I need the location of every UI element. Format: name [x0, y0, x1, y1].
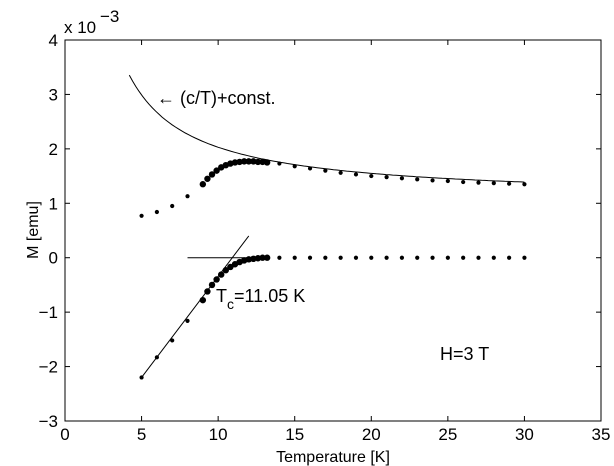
data-point [369, 173, 374, 179]
data-point [491, 255, 496, 260]
data-point [204, 288, 211, 295]
x-tick-label: 0 [60, 425, 69, 444]
data-point [185, 194, 190, 199]
field-annotation: H=3 T [440, 344, 489, 364]
data-point [292, 255, 297, 260]
data-point [369, 255, 374, 260]
data-point [384, 255, 389, 260]
data-point [338, 170, 343, 175]
tc-symbol: T [216, 286, 227, 306]
curve-annotation: ← (c/T)+const. [157, 88, 276, 108]
x-tick-label: 35 [592, 425, 611, 444]
x-tick-label: 10 [209, 425, 228, 444]
data-point [139, 213, 144, 218]
data-point [338, 255, 343, 260]
x-tick-label: 5 [137, 425, 146, 444]
data-point [222, 267, 229, 274]
data-point [208, 281, 216, 289]
data-point [292, 164, 297, 169]
data-point [204, 175, 211, 182]
data-point [199, 296, 207, 304]
y-tick-label: 1 [49, 194, 58, 213]
data-point [461, 179, 466, 185]
data-point [170, 203, 175, 209]
y-multiplier-label: x 10 [64, 18, 96, 37]
data-point [445, 255, 450, 260]
x-tick-label: 15 [285, 425, 304, 444]
y-tick-label: −2 [39, 358, 58, 377]
x-tick-label: 25 [438, 425, 457, 444]
data-point [430, 255, 435, 260]
y-tick-label: 3 [49, 85, 58, 104]
data-point [491, 181, 496, 186]
data-point [154, 209, 159, 215]
data-point [185, 318, 190, 323]
data-point [399, 255, 405, 260]
tc-annotation: Tc=11.05 K [216, 286, 305, 312]
data-point [399, 176, 405, 181]
data-point [208, 171, 216, 178]
data-points [139, 158, 527, 380]
fit-curve-c-over-t [128, 74, 525, 183]
y-tick-labels: −3 −2 −1 0 1 2 3 4 [39, 31, 58, 431]
data-point [415, 255, 420, 260]
x-axis-label: Temperature [K] [276, 449, 390, 466]
series-2 [139, 254, 527, 380]
tc-value: =11.05 K [234, 286, 305, 306]
data-point [522, 255, 527, 260]
data-point [199, 181, 207, 188]
data-point [323, 168, 328, 173]
data-point [213, 167, 220, 174]
data-point [476, 180, 481, 185]
data-point [259, 254, 266, 261]
y-multiplier-exponent: −3 [100, 7, 119, 26]
y-tick-label: 2 [49, 140, 58, 159]
y-tick-label: 4 [49, 31, 58, 50]
data-point [307, 166, 313, 171]
data-point [476, 255, 481, 260]
y-axis-label: M [emu] [25, 201, 42, 259]
axis-ticks [64, 39, 602, 422]
x-tick-label: 20 [362, 425, 381, 444]
data-point [415, 177, 420, 182]
x-tick-label: 30 [515, 425, 534, 444]
data-point [430, 178, 435, 183]
data-point [245, 158, 252, 165]
data-point [240, 158, 248, 165]
data-point [384, 175, 389, 180]
plot-area [64, 39, 602, 422]
x-tick-labels: 0 5 10 15 20 25 30 35 [60, 425, 610, 444]
y-tick-label: 0 [49, 249, 58, 268]
data-point [461, 255, 466, 260]
series-1 [139, 158, 527, 218]
data-point [445, 178, 450, 184]
y-tick-label: −3 [39, 412, 58, 431]
data-point [277, 255, 282, 260]
data-point [218, 271, 225, 278]
data-point [213, 276, 220, 283]
data-point [323, 255, 328, 260]
data-point [263, 254, 271, 261]
data-point [154, 355, 159, 360]
data-point [170, 338, 175, 343]
tc-subscript: c [227, 296, 234, 312]
data-point [353, 255, 359, 260]
data-point [263, 159, 271, 166]
data-point [277, 161, 282, 166]
data-point [507, 255, 512, 260]
data-point [254, 158, 262, 166]
data-point [307, 255, 313, 260]
plot-frame [64, 39, 602, 422]
data-point [522, 182, 527, 187]
y-tick-label: −1 [39, 303, 58, 322]
tangent-line [141, 235, 250, 378]
data-point [139, 375, 144, 380]
data-point [353, 172, 359, 177]
data-point [507, 181, 512, 186]
